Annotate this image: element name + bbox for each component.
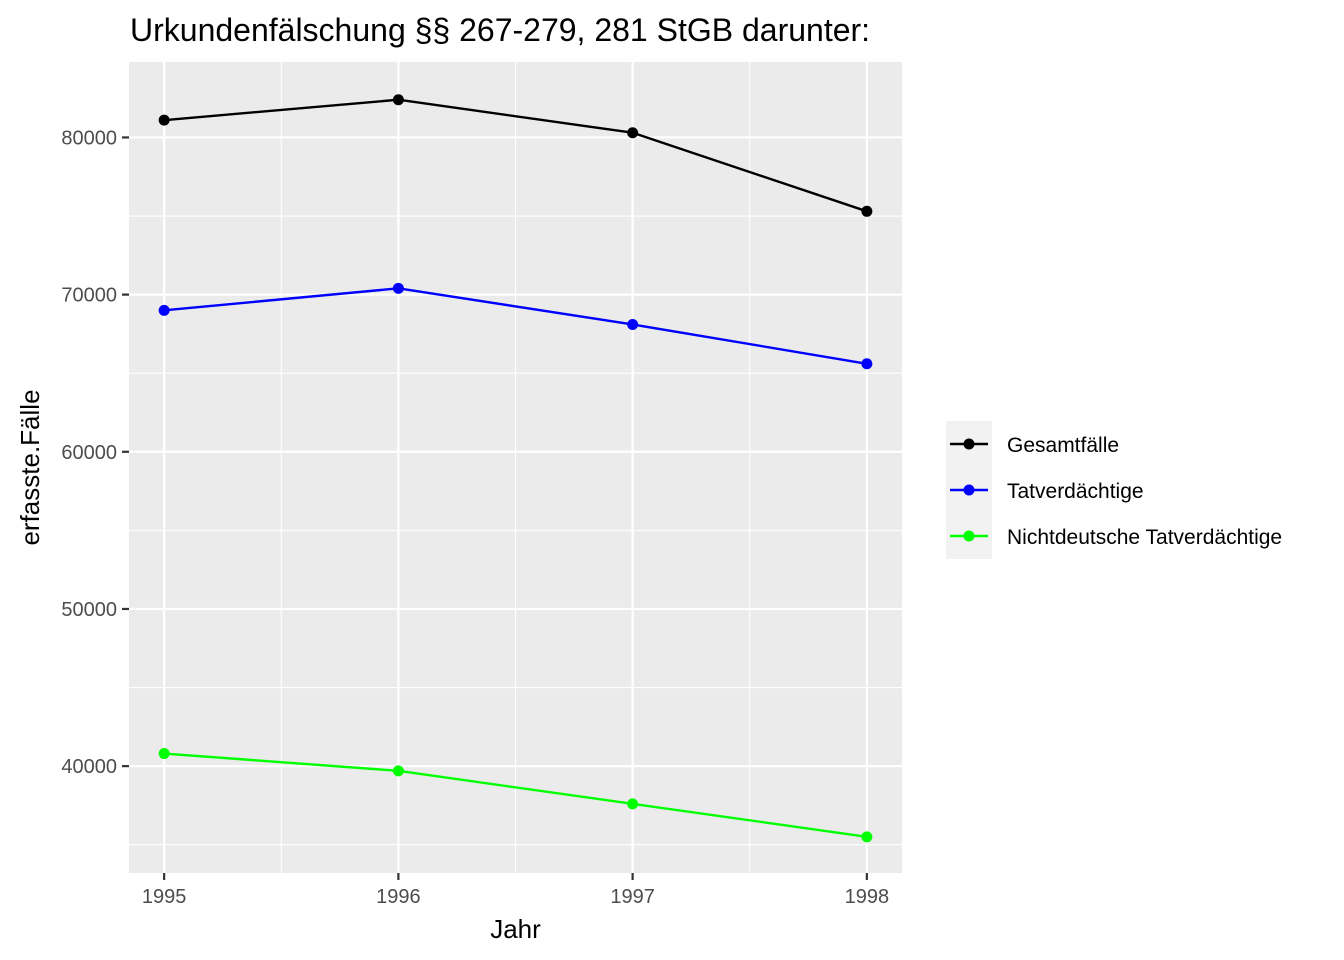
x-tick-label: 1998 [845, 886, 890, 908]
x-tick-label: 1996 [376, 886, 421, 908]
series-2-point [861, 358, 873, 370]
series-2-point [158, 304, 170, 316]
legend-label: Gesamtfälle [1007, 434, 1119, 457]
series-3-point [627, 798, 639, 810]
x-tick-label: 1997 [610, 886, 655, 908]
legend-label: Nichtdeutsche Tatverdächtige [1007, 526, 1282, 549]
series-layer [158, 94, 873, 843]
x-tick-label: 1995 [142, 886, 187, 908]
series-3-point [158, 748, 170, 760]
series-1-point [627, 127, 639, 139]
y-tick-label: 50000 [61, 599, 117, 621]
legend-label: Tatverdächtige [1007, 480, 1144, 503]
y-tick-label: 70000 [61, 285, 117, 307]
x-tick-labels: 1995 1996 1997 1998 [142, 886, 889, 908]
series-2-point [627, 318, 639, 330]
series-1-point [158, 114, 170, 126]
minor-gridlines [129, 62, 902, 873]
series-3-point [861, 831, 873, 843]
series-line-2 [164, 287, 868, 365]
y-tick-label: 60000 [61, 442, 117, 464]
series-1-point [861, 205, 873, 217]
series-1-point [392, 94, 404, 106]
x-axis-title: Jahr [490, 914, 541, 944]
major-gridlines [129, 62, 902, 873]
y-tick-label: 80000 [61, 127, 117, 149]
axis-ticks [122, 136, 868, 880]
series-2-point [392, 282, 404, 294]
legend-key-point [963, 438, 975, 450]
legend-key-point [963, 484, 975, 496]
series-line-1 [164, 98, 868, 213]
chart-title: Urkundenfälschung §§ 267-279, 281 StGB d… [130, 12, 870, 48]
y-tick-labels: 40000 50000 60000 70000 80000 [61, 127, 117, 778]
series-line-3 [164, 752, 868, 839]
legend-key-point [963, 530, 975, 542]
y-tick-label: 40000 [61, 756, 117, 778]
legend: Gesamtfälle Tatverdächtige Nichtdeutsche T… [946, 421, 1282, 559]
series-3-point [392, 765, 404, 777]
y-axis-title: erfasste.Fälle [15, 389, 45, 545]
